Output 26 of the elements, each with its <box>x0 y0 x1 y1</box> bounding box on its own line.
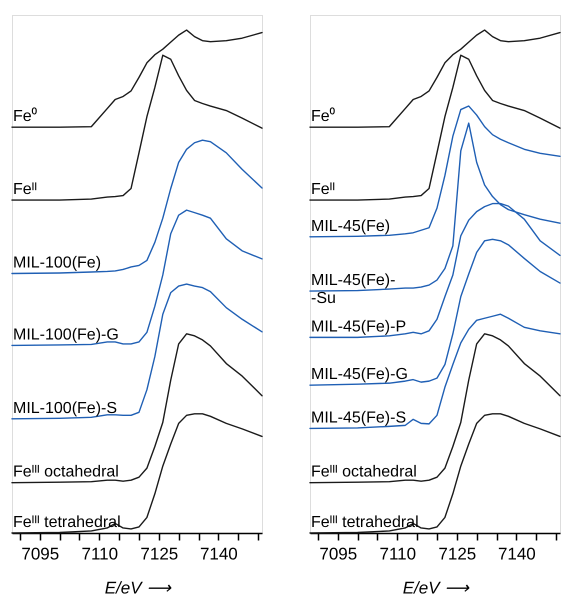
series-label: MIL-100(Fe)-G <box>13 326 119 344</box>
x-tick-label: 7140 <box>200 544 238 564</box>
series-label: MIL-45(Fe)-P <box>311 318 406 336</box>
series-label: MIL-45(Fe)- -Su <box>311 272 396 308</box>
series-label: Feᴵᴵᴵ tetrahedral <box>13 514 121 531</box>
x-tick-label: 7110 <box>380 544 416 564</box>
series-label: Feᴵᴵᴵ octahedral <box>13 464 119 481</box>
series-label: MIL-100(Fe) <box>13 254 102 272</box>
series-label: Fe⁰ <box>13 107 38 126</box>
series-label: Feᴵᴵ <box>13 181 38 198</box>
x-tick-label: 7095 <box>319 544 358 564</box>
x-axis-title: E/eV ⟶ <box>402 578 470 598</box>
x-tick-label: 7125 <box>140 544 178 564</box>
series-label: Fe⁰ <box>311 107 336 126</box>
series-label: MIL-45(Fe)-S <box>311 409 406 426</box>
x-tick-label: 7125 <box>438 544 476 564</box>
x-tick-label: 7140 <box>498 544 536 564</box>
x-tick-label: 7095 <box>21 544 60 564</box>
x-axis-title: E/eV ⟶ <box>104 578 172 598</box>
x-tick-label: 7110 <box>82 544 118 564</box>
series-label: Feᴵᴵᴵ tetrahedral <box>311 514 419 531</box>
series-label: MIL-100(Fe)-S <box>13 400 118 417</box>
series-label: Feᴵᴵᴵ octahedral <box>311 464 417 481</box>
series-label: MIL-45(Fe) <box>311 218 390 235</box>
series-label: MIL-45(Fe)-G <box>311 366 408 384</box>
series-label: Feᴵᴵ <box>311 181 336 198</box>
